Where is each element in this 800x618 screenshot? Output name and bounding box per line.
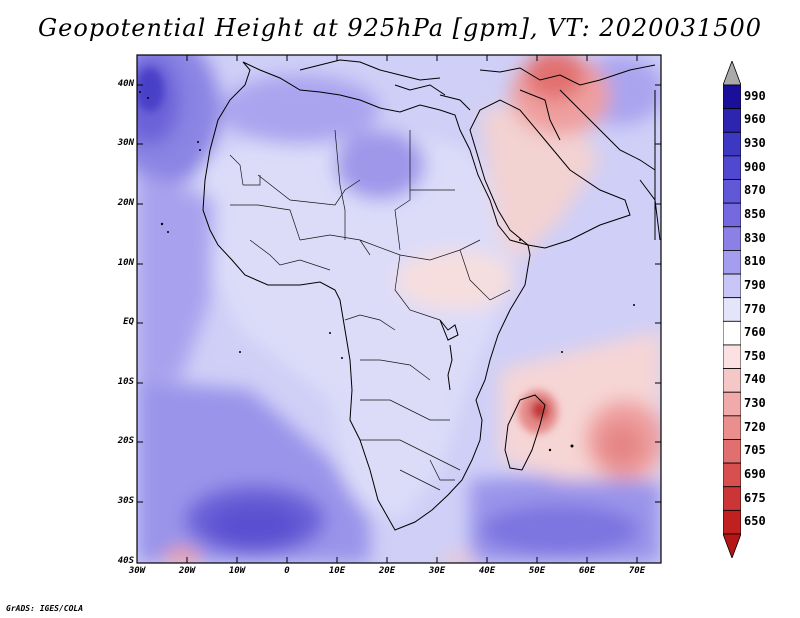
colorbar-level-label: 770 [744,301,766,316]
lat-label: 40N [117,79,134,89]
lon-label: 20W [178,566,196,576]
colorbar-level-label: 720 [744,419,766,434]
lat-label: 10N [117,258,134,268]
colorbar-top-arrow [723,61,741,86]
colorbar-swatch [723,226,741,251]
colorbar-swatch [723,439,741,464]
colorbar-swatch [723,415,741,440]
lat-label: 10S [117,377,134,387]
colorbar-swatch [723,391,741,417]
colorbar-swatch [723,250,741,275]
lat-label: 30N [117,138,134,148]
colorbar-swatch [723,509,741,535]
colorbar-swatch [723,155,741,180]
lat-label: 30S [117,496,134,506]
plot-frame [136,54,662,564]
colorbar-level-label: 740 [744,372,766,387]
colorbar-level-label: 790 [744,277,766,292]
credit-label: GrADS: IGES/COLA [6,604,84,613]
lon-label: 10W [228,566,246,576]
colorbar-swatch [723,297,741,322]
lat-label: EQ [123,317,134,327]
lon-label: 40E [478,566,496,576]
colorbar-swatch [723,202,741,228]
lon-label: 50E [528,566,546,576]
colorbar-swatch [723,84,741,110]
lon-label: 20E [378,566,396,576]
colorbar-level-label: 750 [744,348,766,363]
coastlines [202,59,661,531]
colorbar-swatch [723,344,741,369]
islands [139,91,635,452]
colorbar-swatch [723,462,741,488]
lat-label: 40S [117,556,134,566]
colorbar-swatch [723,108,741,133]
colorbar-level-label: 870 [744,183,766,198]
colorbar-level-label: 830 [744,230,766,245]
axis-ticks [137,55,661,563]
lon-label: 0 [284,566,290,576]
lon-label: 10E [328,566,346,576]
colorbar-level-label: 705 [744,443,766,458]
colorbar-level-label: 990 [744,88,766,103]
colorbar-level-label: 760 [744,325,766,340]
colorbar-level-label: 650 [744,514,766,529]
colorbar-swatch [723,131,741,157]
colorbar-level-label: 730 [744,396,766,411]
colorbar-level-label: 810 [744,254,766,269]
map-title: Geopotential Height at 925hPa [gpm], VT:… [38,14,762,42]
colorbar-level-label: 930 [744,136,766,151]
colorbar-level-label: 675 [744,490,766,505]
colorbar-level-label: 960 [744,112,766,127]
colorbar-level-label: 900 [744,159,766,174]
colorbar-swatch [723,320,741,346]
colorbar-bottom-arrow [723,533,741,558]
colorbar-swatch [723,486,741,511]
colorbar-level-label: 850 [744,206,766,221]
colorbar-swatch [723,179,741,204]
colorbar-level-label: 690 [744,466,766,481]
colorbar [723,61,741,558]
colorbar-swatch [723,273,741,299]
lon-label: 30E [428,566,446,576]
colorbar-swatch [723,368,741,393]
lon-label: 70E [628,566,646,576]
height-field [137,55,661,563]
lon-label: 30W [128,566,146,576]
country-borders [229,129,511,491]
lat-label: 20S [117,436,134,446]
lon-label: 60E [578,566,596,576]
lat-label: 20N [117,198,134,208]
